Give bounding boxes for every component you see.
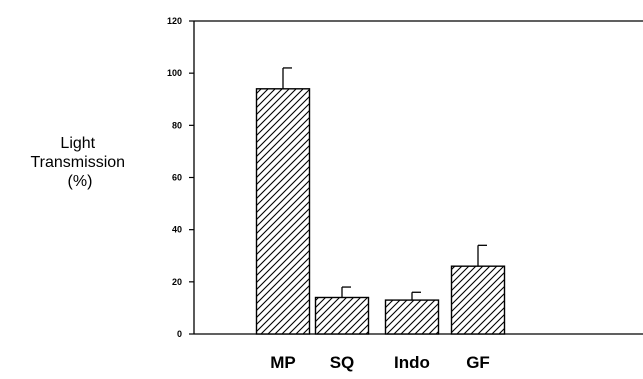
bar xyxy=(314,296,370,335)
y-tick-label: 40 xyxy=(172,225,182,235)
y-tick-label: 0 xyxy=(177,329,182,339)
bar xyxy=(384,299,440,335)
category-label: MP xyxy=(270,353,296,372)
bar-indo xyxy=(384,291,440,335)
y-axis-label-line: (%) xyxy=(68,173,93,190)
y-axis-label: Light Transmission (%) xyxy=(31,135,130,190)
y-tick-label: 60 xyxy=(172,173,182,183)
y-tick-label: 20 xyxy=(172,277,182,287)
bar xyxy=(450,265,506,335)
category-label: GF xyxy=(466,353,490,372)
y-axis-label-line: Light xyxy=(60,135,95,152)
category-label: SQ xyxy=(330,353,355,372)
bar-sq xyxy=(314,286,370,335)
y-tick-label: 100 xyxy=(167,68,182,78)
bars-group xyxy=(255,67,506,335)
y-axis: 0 20 40 60 80 100 120 xyxy=(167,16,195,339)
y-tick-label: 120 xyxy=(167,16,182,26)
bar xyxy=(255,88,311,335)
y-tick-label: 80 xyxy=(172,120,182,130)
bar-mp xyxy=(255,67,311,335)
bar-gf xyxy=(450,244,506,335)
category-labels: MP SQ Indo GF xyxy=(270,353,490,372)
category-label: Indo xyxy=(394,353,430,372)
y-axis-label-line: Transmission xyxy=(31,154,126,171)
